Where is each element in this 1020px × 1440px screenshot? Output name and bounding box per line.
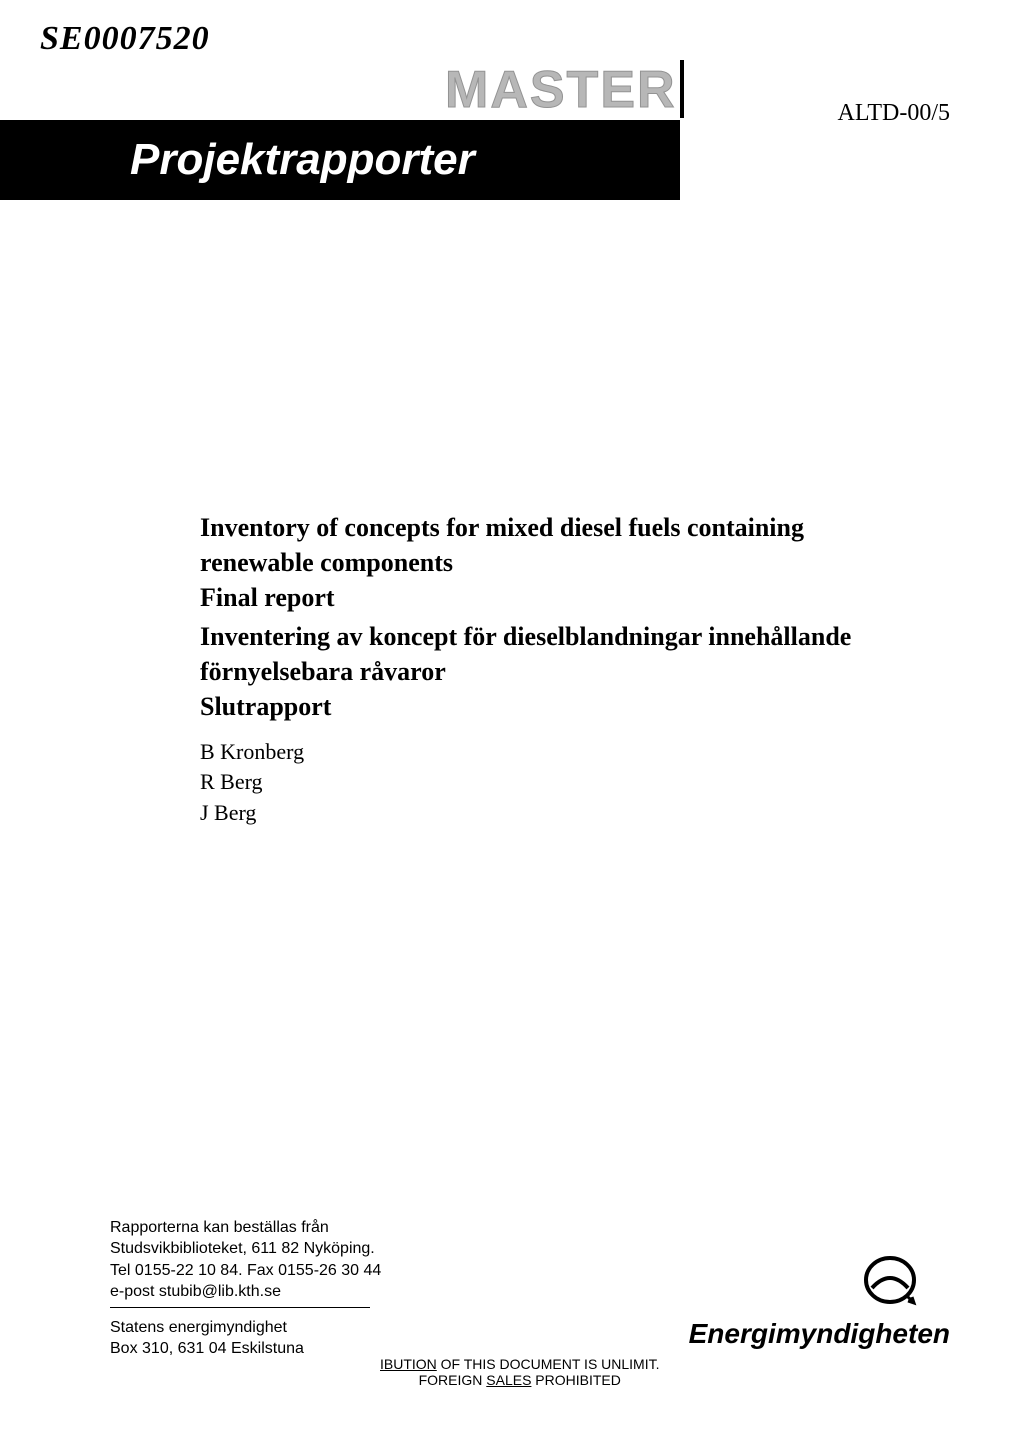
logo-icon <box>860 1253 920 1308</box>
dist-line2-suffix: PROHIBITED <box>531 1372 620 1388</box>
author-2: R Berg <box>200 769 263 794</box>
contact-line1: Tel 0155-22 10 84. Fax 0155-26 30 44 <box>110 1262 381 1279</box>
dist-line1-prefix: IBUTION <box>380 1356 437 1372</box>
dist-line2-prefix: FOREIGN <box>419 1372 487 1388</box>
subtitle-en-text: Final report <box>200 583 335 612</box>
dist-line1-rest: OF THIS DOCUMENT IS UNLIMIT. <box>437 1356 660 1372</box>
header-bar-title: Projektrapporter <box>130 135 475 185</box>
distribution-notice: IBUTION OF THIS DOCUMENT IS UNLIMIT. FOR… <box>380 1356 660 1388</box>
author-3: J Berg <box>200 800 256 825</box>
header-bar: Projektrapporter <box>0 120 680 200</box>
order-line2: Studsvikbiblioteket, 611 82 Nyköping. <box>110 1240 375 1257</box>
document-id: SE0007520 <box>40 20 210 58</box>
watermark-divider <box>680 60 684 118</box>
dist-line2-underline: SALES <box>486 1372 531 1388</box>
logo-text: Energimyndigheten <box>689 1318 950 1350</box>
authors-list: B Kronberg R Berg J Berg <box>200 737 920 829</box>
logo-area: Energimyndigheten <box>689 1253 950 1350</box>
title-en-text: Inventory of concepts for mixed diesel f… <box>200 513 804 577</box>
agency-line2: Box 310, 631 04 Eskilstuna <box>110 1340 304 1357</box>
subtitle-sv-text: Slutrapport <box>200 692 331 721</box>
title-swedish: Inventering av koncept för dieselblandni… <box>200 619 920 724</box>
main-content: Inventory of concepts for mixed diesel f… <box>200 510 920 829</box>
contact-line2: e-post stubib@lib.kth.se <box>110 1283 281 1300</box>
title-english: Inventory of concepts for mixed diesel f… <box>200 510 920 615</box>
watermark-text: MASTER <box>445 60 677 120</box>
agency-line1: Statens energimyndighet <box>110 1319 287 1336</box>
order-line1: Rapporterna kan beställas från <box>110 1219 329 1236</box>
report-code: ALTD-00/5 <box>838 100 950 127</box>
title-sv-text: Inventering av koncept för dieselblandni… <box>200 622 851 686</box>
footer-divider <box>110 1307 370 1309</box>
author-1: B Kronberg <box>200 739 304 764</box>
